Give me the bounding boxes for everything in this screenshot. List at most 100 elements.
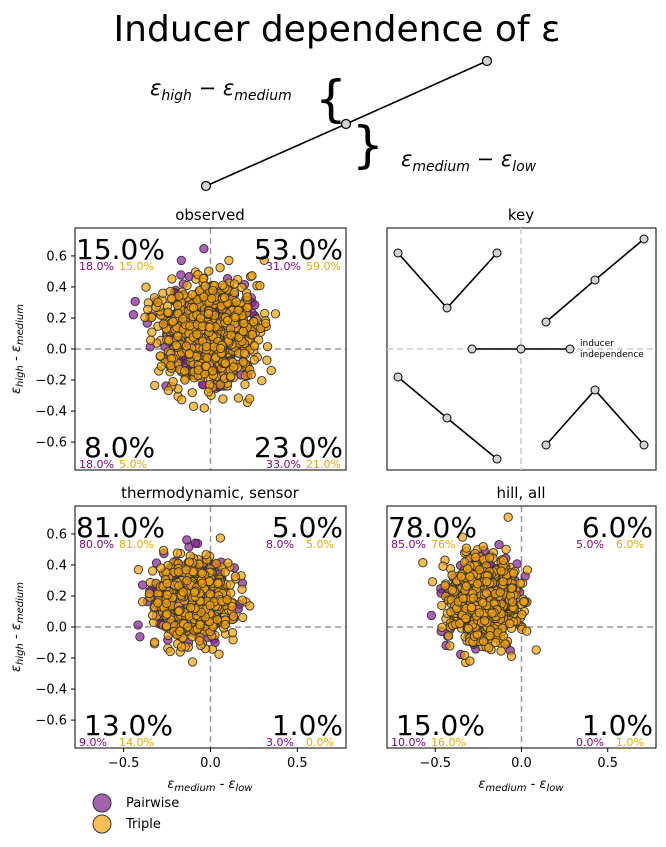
triple-point (201, 549, 211, 560)
axis-ticks: −0.5 0.0 0.5 (419, 748, 618, 771)
plot-area: 78.0%85.0% 76%6.0%5.0% 6.0%15.0%10.0% 16.0%… (387, 506, 656, 749)
triple-point (262, 341, 273, 352)
quadrant-bottom-right-pairwise: 33.0% (266, 458, 301, 471)
triple-point (242, 302, 253, 313)
triple-point (257, 375, 267, 386)
panel-title: key (508, 206, 534, 224)
triple-point (187, 387, 197, 398)
y-axis-label: εhigh - εmedium (9, 304, 26, 394)
triple-point (140, 312, 150, 323)
triple-point (168, 316, 178, 327)
quadrant-bottom-left-triple: 16.0% (431, 736, 466, 749)
pairwise-point (137, 580, 148, 590)
triple-point (460, 650, 470, 661)
y-tick-label: −0.4 (35, 405, 67, 420)
quadrant-top-right-pairwise: 8.0% (266, 538, 294, 551)
triple-point (143, 304, 153, 315)
x-tick-label: 0.5 (597, 756, 618, 771)
key-shape-flat (467, 344, 575, 354)
triple-point (149, 637, 160, 647)
triple-point (211, 558, 221, 569)
triple-point (498, 576, 508, 587)
triple-point (205, 322, 215, 332)
quadrant-top-left-triple: 15.0% (119, 260, 154, 273)
triple-point (237, 595, 247, 605)
quadrant-top-left-total: 78.0% (388, 511, 477, 544)
triple-point (223, 558, 233, 568)
triple-point (166, 293, 177, 304)
triple-point (205, 600, 215, 610)
quadrant-top-left-triple: 76% (431, 538, 455, 551)
triple-point (178, 314, 188, 324)
x-tick-label: −0.5 (419, 756, 451, 771)
triple-point (498, 555, 509, 566)
triple-point (220, 358, 230, 368)
quadrant-bottom-left-total: 13.0% (84, 709, 173, 742)
triple-point (177, 395, 187, 405)
quadrant-top-right-total: 53.0% (254, 233, 343, 266)
y-tick-label: −0.6 (35, 714, 67, 729)
triple-point (181, 341, 191, 351)
triple-point (515, 578, 525, 588)
triple-point (506, 651, 517, 661)
triple-point (218, 280, 228, 290)
triple-point (184, 349, 195, 359)
triple-point (199, 403, 209, 413)
triple-point (461, 613, 471, 624)
panel-key: key inducer independence (386, 206, 657, 471)
quadrant-top-left-pairwise: 85.0% (391, 538, 426, 551)
pairwise-point (135, 632, 145, 642)
diagram-upper-segment (345, 60, 488, 125)
x-tick-label: 0.5 (287, 756, 308, 771)
triple-point (184, 557, 195, 567)
pairwise-point (494, 539, 504, 550)
y-axis-label: εhigh - εmedium (9, 582, 26, 672)
quadrant-bottom-left-triple: 5.0% (119, 458, 147, 471)
pairwise-point (130, 296, 140, 307)
triple-point (156, 361, 166, 371)
panel-title: observed (175, 206, 245, 224)
y-tick-label: −0.2 (35, 652, 67, 667)
triple-point (239, 348, 250, 358)
triple-point (238, 326, 248, 337)
triple-point (219, 292, 230, 303)
triple-point (226, 371, 236, 381)
triple-point (175, 626, 185, 636)
triple-point (202, 353, 212, 363)
panel-observed: observed 15.0%18.0% 15.0%53.0%31.0% 59.0%8… (9, 206, 347, 471)
triple-point (470, 552, 481, 562)
triple-point (507, 597, 518, 607)
triple-point (222, 315, 233, 326)
x-tick-label: 0.0 (200, 756, 221, 771)
diagram-point-medium (340, 118, 352, 130)
y-tick-label: 0.6 (46, 527, 67, 542)
triple-point (146, 335, 156, 345)
triple-point (508, 568, 519, 578)
triple-point (231, 297, 241, 307)
triple-point (270, 309, 281, 319)
triple-point (456, 571, 466, 582)
quadrant-bottom-left-total: 15.0% (396, 709, 485, 742)
triple-point (238, 612, 248, 623)
triple-point (185, 321, 195, 331)
triple-point (133, 565, 144, 575)
x-tick-label: 0.0 (511, 756, 532, 771)
plot-area: 81.0%80.0% 81.0%5.0%8.0% 5.0%13.0%9.0% 14.0… (75, 506, 346, 749)
quadrant-top-right-total: 6.0% (582, 511, 653, 544)
diagram-lower-segment (205, 123, 347, 187)
triple-point (482, 577, 492, 587)
triple-point (531, 645, 541, 655)
quadrant-bottom-right-triple: 0.0% (306, 736, 334, 749)
triple-point (181, 565, 191, 575)
quadrant-bottom-right-total: 23.0% (254, 431, 343, 464)
triple-point (500, 639, 510, 649)
scatter-points (133, 533, 255, 667)
triple-point (147, 566, 158, 576)
quadrant-top-right-triple: 6.0% (616, 538, 644, 551)
quadrant-bottom-right-pairwise: 0.0% (576, 736, 604, 749)
quadrant-top-right-triple: 5.0% (306, 538, 334, 551)
triple-point (192, 329, 202, 339)
triple-point (443, 631, 454, 641)
triple-point (266, 365, 276, 376)
triple-point (207, 293, 217, 303)
